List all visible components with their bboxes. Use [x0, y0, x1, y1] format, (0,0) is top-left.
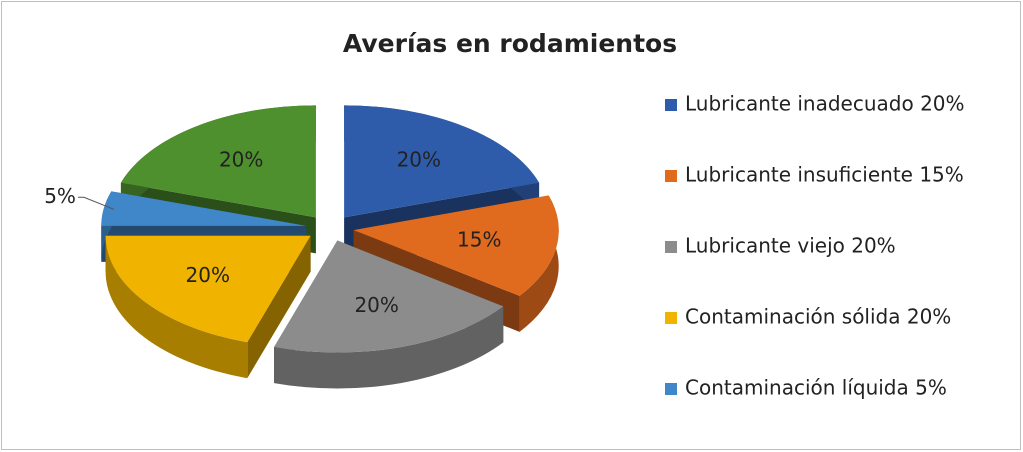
legend-swatch — [665, 383, 677, 395]
legend-swatch — [665, 170, 677, 182]
data-label: 20% — [186, 263, 230, 287]
slice — [344, 105, 540, 218]
legend-label: Contaminación líquida 5% — [685, 376, 947, 400]
slice — [353, 195, 559, 296]
legend-label: Lubricante inadecuado 20% — [685, 92, 965, 116]
chart-title: Averías en rodamientos — [343, 29, 677, 58]
leader-line — [77, 196, 115, 210]
legend-swatch — [665, 241, 677, 253]
data-label: 15% — [457, 227, 501, 251]
slice-wall — [105, 235, 248, 379]
slice — [105, 235, 311, 343]
data-label: 20% — [219, 148, 263, 172]
data-label: 5% — [44, 184, 76, 208]
legend-swatch — [665, 99, 677, 111]
slice — [101, 191, 307, 226]
legend-swatch — [665, 312, 677, 324]
slice — [120, 105, 316, 218]
pie — [101, 105, 559, 389]
legend-label: Lubricante insuficiente 15% — [685, 163, 964, 187]
data-label: 20% — [397, 148, 441, 172]
slice-wall — [274, 306, 504, 389]
legend-label: Contaminación sólida 20% — [685, 305, 951, 329]
data-label: 20% — [354, 293, 398, 317]
slice — [274, 240, 504, 353]
legend-label: Lubricante viejo 20% — [685, 234, 896, 258]
